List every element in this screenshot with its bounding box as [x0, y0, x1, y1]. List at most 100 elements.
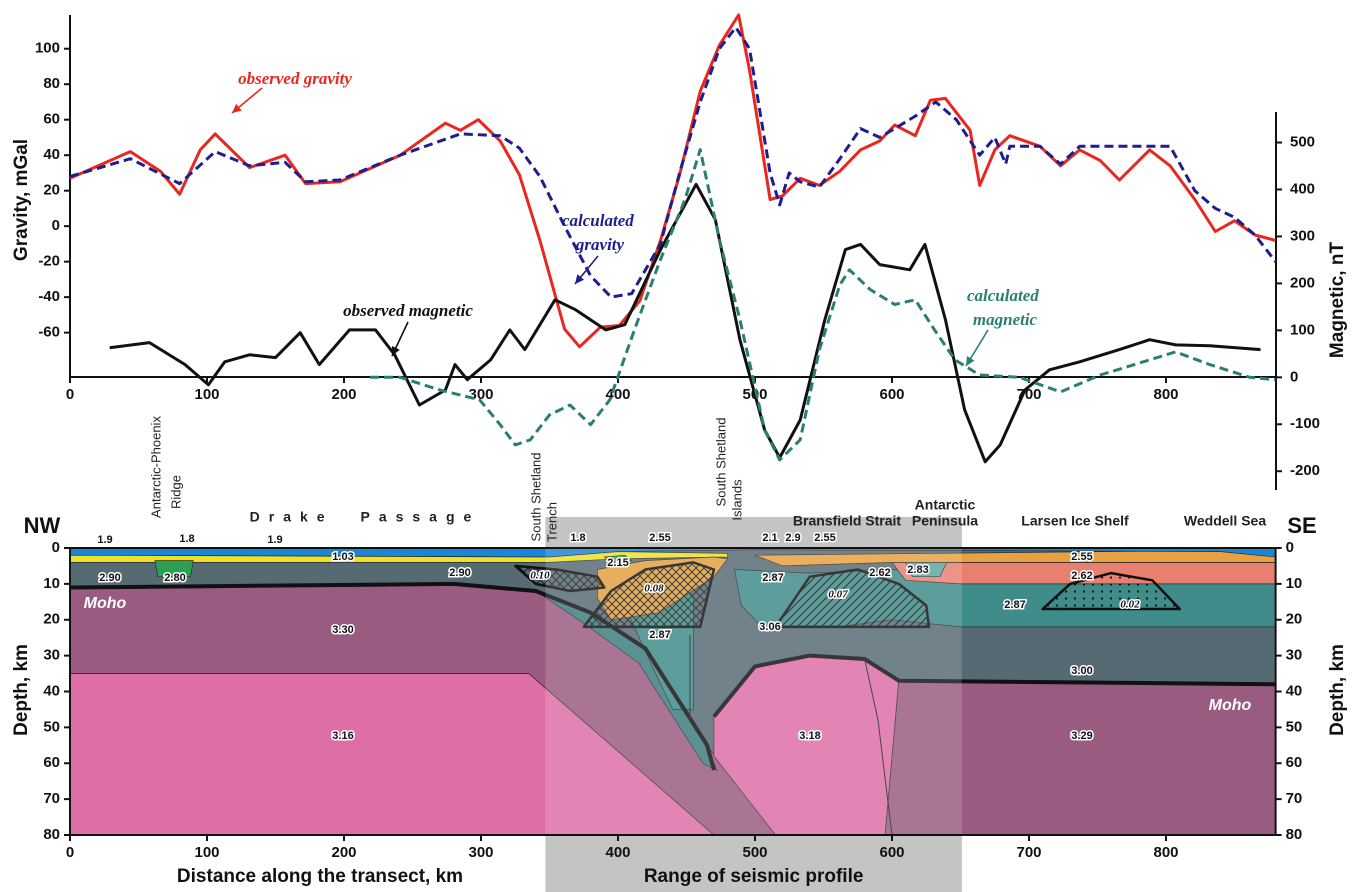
x-tick-label: 0 [66, 844, 74, 861]
place-name: Trench [544, 502, 559, 542]
density-label: 0.10 [530, 570, 550, 582]
depth-axis-title: Depth, km [11, 644, 32, 736]
depth-tick-label: 10 [1286, 575, 1303, 592]
place-name: Peninsula [912, 513, 978, 529]
series-label-line: gravity [575, 235, 625, 254]
density-label: 2.55 [649, 532, 670, 544]
y-axis-title: Gravity, mGal [11, 139, 32, 261]
y2-tick-label: -200 [1290, 462, 1320, 479]
x-tick-label: 800 [1153, 386, 1178, 403]
depth-tick-label: 40 [43, 682, 60, 699]
density-label: 1.03 [332, 551, 353, 563]
series-label-line: magnetic [973, 310, 1038, 329]
y2-tick-label: 0 [1290, 368, 1298, 385]
series-line [70, 15, 1276, 347]
density-label: 2.90 [449, 567, 470, 579]
y-tick-label: -40 [38, 288, 60, 305]
place-name: Antarctic [915, 497, 976, 513]
x-tick-label: 600 [879, 386, 904, 403]
x-tick-label: 100 [194, 386, 219, 403]
depth-tick-label: 50 [1286, 718, 1303, 735]
place-name: Bransfield Strait [793, 513, 901, 529]
density-label: 2.55 [814, 532, 835, 544]
depth-tick-label: 80 [43, 826, 60, 843]
y-tick-label: 100 [35, 40, 60, 57]
y-tick-label: 0 [52, 217, 60, 234]
x-tick-label: 100 [194, 844, 219, 861]
density-label: 2.90 [99, 572, 120, 584]
series-line [70, 27, 1276, 297]
series-label: observed magnetic [343, 301, 473, 320]
y-tick-label: 80 [43, 75, 60, 92]
annotation-arrowhead [966, 356, 974, 366]
density-label: 1.9 [267, 534, 282, 546]
y-tick-label: -20 [38, 253, 60, 270]
series-line [110, 184, 1261, 462]
y-tick-label: 60 [43, 111, 60, 128]
y2-tick-label: 100 [1290, 321, 1315, 338]
figure: Range of seismic profile Gravity, mGal M… [0, 0, 1358, 892]
density-label: 0.07 [828, 589, 848, 601]
depth-tick-label: 60 [1286, 754, 1303, 771]
density-label: 3.16 [332, 730, 353, 742]
density-label: 1.8 [179, 533, 194, 545]
x-axis-title: Distance along the transect, km [177, 866, 463, 887]
place-name: Ridge [168, 475, 183, 509]
place-name: Antarctic-Phoenix [148, 416, 163, 518]
seismic-range-overlay [545, 548, 961, 835]
x-tick-label: 400 [605, 844, 630, 861]
place-name: South Shetland [713, 418, 728, 507]
density-label: 2.80 [164, 572, 185, 584]
y2-tick-label: 500 [1290, 133, 1315, 150]
density-label: 2.83 [907, 564, 928, 576]
place-name: Islands [729, 479, 744, 521]
depth-tick-label: 70 [43, 790, 60, 807]
place-name: Larsen Ice Shelf [1021, 513, 1129, 529]
y2-tick-label: -100 [1290, 415, 1320, 432]
density-label: 0.02 [1120, 599, 1140, 611]
density-label: 1.9 [97, 534, 112, 546]
x-tick-label: 200 [331, 844, 356, 861]
x-tick-label: 200 [331, 386, 356, 403]
density-label: 3.18 [799, 730, 820, 742]
x-tick-label: 0 [66, 386, 74, 403]
density-label: 2.9 [785, 532, 800, 544]
density-label: 3.30 [332, 624, 353, 636]
x-tick-label: 700 [1016, 844, 1041, 861]
density-label: 2.87 [762, 572, 783, 584]
x-tick-label: 500 [742, 844, 767, 861]
series-label: calculated gravity [562, 211, 638, 254]
page: Range of seismic profile Gravity, mGal M… [0, 0, 1358, 892]
density-label: 2.15 [607, 557, 628, 569]
series-label: calculated magnetic [967, 286, 1043, 329]
series-label-line: calculated [562, 211, 638, 230]
seismic-range-label: Range of seismic profile [644, 866, 864, 887]
depth-tick-label: 20 [1286, 611, 1303, 628]
x-tick-label: 300 [468, 844, 493, 861]
moho-label: Moho [84, 595, 127, 612]
depth-tick-label: 50 [43, 718, 60, 735]
moho-label: Moho [1209, 697, 1252, 714]
density-label: 0.08 [644, 583, 664, 595]
density-label: 2.62 [1071, 570, 1092, 582]
density-label: 2.62 [869, 567, 890, 579]
y-tick-label: -60 [38, 324, 60, 341]
depth-tick-label: 0 [52, 539, 60, 556]
depth-tick-label: 10 [43, 575, 60, 592]
series-line [370, 150, 1276, 460]
density-label: 1.8 [570, 532, 585, 544]
direction-label: SE [1287, 513, 1316, 538]
depth-tick-label: 30 [1286, 647, 1303, 664]
place-name: Drake Passage [250, 509, 481, 525]
section-layer [70, 548, 1276, 835]
y-tick-label: 40 [43, 146, 60, 163]
series-label-line: calculated [967, 286, 1043, 305]
density-label: 2.87 [1004, 599, 1025, 611]
place-name: Weddell Sea [1184, 513, 1266, 529]
density-label: 3.06 [759, 621, 780, 633]
place-name: South Shetland [528, 453, 543, 542]
y2-tick-label: 400 [1290, 180, 1315, 197]
density-label: 2.55 [1071, 551, 1092, 563]
y2-tick-label: 300 [1290, 227, 1315, 244]
depth-tick-label: 30 [43, 647, 60, 664]
